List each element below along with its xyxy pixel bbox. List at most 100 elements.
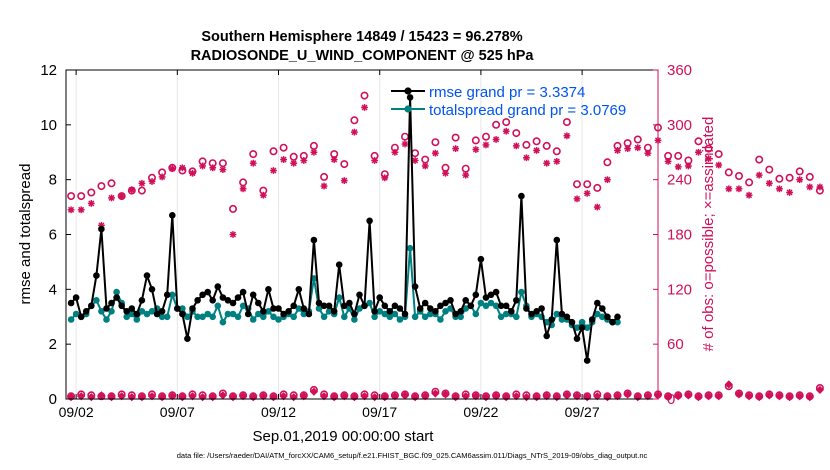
assimilated-obs-low-point	[775, 392, 784, 401]
rmse-point	[123, 308, 130, 315]
rmse-point	[472, 291, 480, 299]
totalspread-point	[391, 310, 399, 318]
totalspread-point	[351, 316, 358, 323]
rmse-point	[290, 302, 298, 310]
rmse-point	[528, 310, 535, 318]
possible-obs-point	[77, 192, 86, 201]
rmse-point	[341, 302, 348, 310]
assimilated-obs-low-point	[380, 393, 389, 402]
rmse-point	[239, 288, 247, 296]
assimilated-obs-point	[270, 167, 277, 174]
rmse-point	[533, 308, 540, 315]
rmse-point	[113, 294, 120, 301]
rmse-point	[219, 294, 227, 301]
assimilated-obs-point	[715, 161, 723, 169]
totalspread-point	[163, 313, 171, 321]
possible-obs-point	[542, 141, 551, 150]
rmse-point	[214, 283, 222, 290]
rmse-point	[543, 332, 550, 340]
totalspread-point	[169, 291, 176, 299]
rmse-point	[108, 299, 115, 307]
assimilated-obs-point	[280, 156, 287, 163]
assimilated-obs-low-point	[664, 393, 673, 402]
assimilated-obs-low-point	[107, 393, 116, 402]
x-tick-label: 09/12	[261, 404, 296, 420]
totalspread-point	[518, 288, 525, 296]
assimilated-obs-low-point	[259, 392, 268, 401]
totalspread-point	[411, 313, 419, 321]
rmse-point	[492, 288, 500, 296]
assimilated-obs-point	[543, 159, 551, 167]
rmse-point	[254, 299, 262, 307]
totalspread-point	[421, 313, 429, 321]
possible-obs-point	[492, 120, 501, 129]
assimilated-obs-point	[178, 164, 186, 172]
rmse-point	[315, 299, 323, 307]
rmse-point	[224, 297, 232, 304]
legend-rmse-marker	[404, 87, 412, 95]
totalspread-point	[599, 313, 606, 321]
possible-obs-point	[745, 178, 754, 187]
totalspread-point	[254, 310, 262, 318]
totalspread-point	[497, 313, 505, 321]
assimilated-obs-point	[138, 179, 146, 187]
possible-obs-point	[562, 118, 571, 127]
totalspread-point	[315, 305, 323, 312]
y-right-tick-label: 0	[667, 391, 675, 408]
rmse-point	[118, 302, 125, 310]
totalspread-point	[204, 310, 211, 318]
assimilated-obs-point	[755, 171, 763, 179]
assimilated-obs-point	[391, 148, 399, 156]
assimilated-obs-point	[158, 173, 166, 181]
assimilated-obs-point	[512, 142, 520, 150]
possible-obs-point	[704, 144, 713, 153]
assimilated-obs-low-point	[815, 385, 825, 394]
totalspread-point	[396, 316, 404, 323]
assimilated-obs-point	[462, 171, 470, 179]
assimilated-obs-point	[351, 128, 358, 136]
rmse-point	[174, 305, 181, 312]
rmse-point	[310, 236, 318, 244]
assimilated-obs-point	[583, 189, 591, 197]
assimilated-obs-point	[482, 141, 490, 149]
assimilated-obs-low-point	[147, 392, 157, 401]
x-axis-label: Sep.01,2019 00:00:00 start	[253, 428, 435, 445]
rmse-point	[477, 255, 485, 263]
possible-obs-point	[795, 167, 804, 176]
assimilated-obs-low-point	[744, 392, 754, 401]
assimilated-obs-point	[502, 127, 510, 135]
totalspread-point	[184, 313, 191, 321]
assimilated-obs-low-point	[805, 393, 814, 402]
rmse-point	[275, 305, 282, 312]
y-left-tick-label: 12	[40, 62, 57, 79]
assimilated-obs-low-point	[421, 392, 430, 401]
rmse-point	[295, 286, 303, 293]
totalspread-point	[234, 313, 242, 321]
totalspread-point	[406, 244, 414, 252]
totalspread-point	[194, 313, 201, 321]
assimilated-obs-point	[523, 154, 530, 162]
totalspread-point	[148, 308, 156, 315]
assimilated-obs-point	[614, 147, 621, 154]
totalspread-point	[594, 310, 601, 318]
rmse-point	[361, 302, 368, 310]
rmse-point	[421, 299, 429, 307]
totalspread-point	[335, 294, 343, 301]
rmse-point	[381, 302, 389, 310]
rmse-point	[133, 310, 141, 318]
assimilated-obs-point	[573, 195, 581, 203]
assimilated-obs-point	[452, 145, 460, 152]
possible-obs-point	[279, 143, 288, 152]
assimilated-obs-point	[725, 185, 733, 193]
rmse-point	[513, 297, 520, 304]
rmse-point	[518, 192, 525, 200]
footer-data-file: data file: /Users/raeder/DAI/ATM_forcXX/…	[177, 451, 648, 460]
y-left-tick-label: 8	[49, 172, 57, 189]
assimilated-obs-low-point	[491, 392, 501, 401]
totalspread-point	[437, 316, 444, 323]
possible-obs-point	[674, 151, 683, 160]
possible-obs-point	[340, 160, 349, 169]
totalspread-point	[386, 313, 394, 321]
assimilated-obs-point	[148, 178, 156, 185]
